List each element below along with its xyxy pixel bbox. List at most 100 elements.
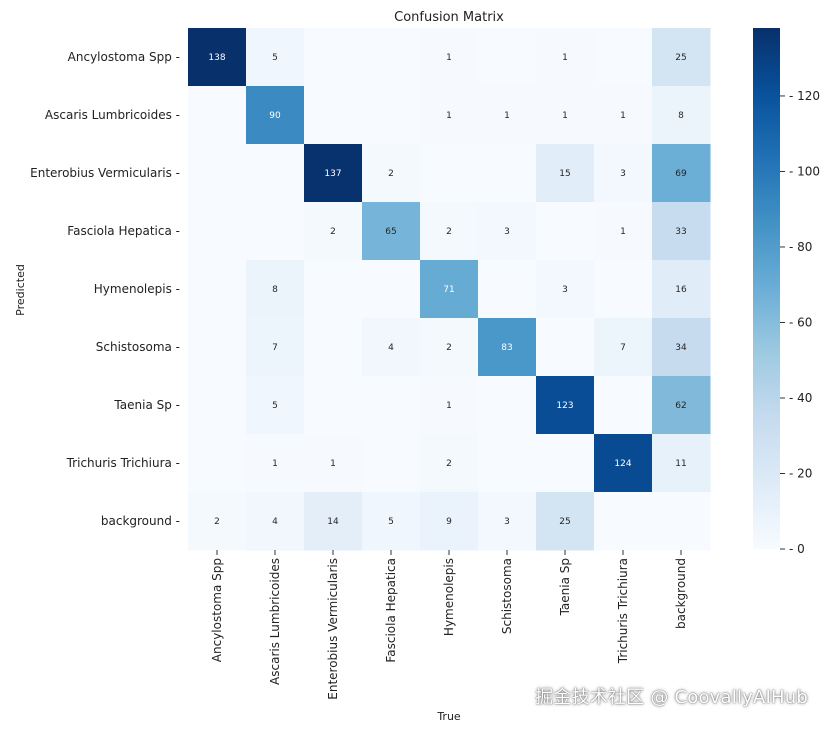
- cell-value-label: 71: [443, 285, 454, 295]
- heatmap-cell: [536, 492, 595, 551]
- heatmap-cell: [594, 260, 653, 319]
- heatmap-cell: [594, 434, 653, 493]
- heatmap-cell: [652, 260, 711, 319]
- heatmap-cell: [188, 202, 247, 261]
- heatmap-cell: [536, 86, 595, 145]
- column-label: background: [674, 558, 688, 629]
- heatmap-cell: [478, 492, 537, 551]
- heatmap-cell: [478, 434, 537, 493]
- colorbar-ticks: - 0 - 20 - 40 - 60 - 80 - 100 - 120: [780, 89, 820, 556]
- cell-value-label: 62: [675, 401, 686, 411]
- heatmap-cell: [304, 86, 363, 145]
- cell-value-label: 25: [559, 517, 570, 527]
- heatmap-cell: [652, 202, 711, 261]
- heatmap-cell: [652, 144, 711, 203]
- heatmap-cell: [536, 144, 595, 203]
- heatmap-cell: [536, 376, 595, 435]
- colorbar-tick-label: - 80: [789, 240, 812, 254]
- heatmap-cell: [304, 28, 363, 87]
- heatmap-cell: [420, 318, 479, 377]
- heatmap-cell: [478, 28, 537, 87]
- heatmap-cell: [246, 28, 305, 87]
- x-axis-label: True: [436, 710, 461, 723]
- cell-value-label: 124: [614, 459, 631, 469]
- cell-value-label: 3: [562, 285, 568, 295]
- cell-value-label: 90: [269, 111, 281, 121]
- cell-value-label: 69: [675, 169, 687, 179]
- heatmap-cell: [304, 260, 363, 319]
- heatmap-cell: [652, 86, 711, 145]
- heatmap-cell: [478, 144, 537, 203]
- heatmap-cell: [304, 144, 363, 203]
- row-label: Taenia Sp -: [113, 398, 180, 412]
- cell-value-label: 7: [272, 343, 278, 353]
- cell-value-label: 1: [330, 459, 336, 469]
- heatmap-cell: [536, 28, 595, 87]
- colorbar: [753, 28, 780, 549]
- heatmap-cell: [246, 376, 305, 435]
- cell-value-label: 34: [675, 343, 687, 353]
- cell-value-label: 123: [556, 401, 573, 411]
- cell-value-label: 83: [501, 343, 512, 353]
- heatmap-cell: [362, 144, 421, 203]
- column-labels: Ancylostoma Spp Ascaris Lumbricoides Enter…: [210, 550, 688, 700]
- cell-value-label: 1: [562, 53, 568, 63]
- heatmap-cell: [188, 86, 247, 145]
- heatmap-cell: [188, 492, 247, 551]
- heatmap-cell: [594, 492, 653, 551]
- heatmap-cell: [478, 202, 537, 261]
- cell-value-label: 7: [620, 343, 626, 353]
- column-label: Trichuris Trichiura: [616, 558, 630, 664]
- colorbar-tick-label: - 120: [789, 89, 820, 103]
- heatmap-cell: [478, 318, 537, 377]
- column-label: Enterobius Vermicularis: [326, 558, 340, 700]
- row-label: background -: [101, 514, 180, 528]
- heatmap-cell: [420, 376, 479, 435]
- heatmap-cell: [188, 28, 247, 87]
- heatmap-cell: [652, 434, 711, 493]
- heatmap-cell: [362, 492, 421, 551]
- cell-value-label: 33: [675, 227, 686, 237]
- heatmap-cell: [420, 492, 479, 551]
- column-label: Hymenolepis: [442, 558, 456, 636]
- cell-value-label: 65: [385, 227, 396, 237]
- row-label: Schistosoma -: [96, 340, 180, 354]
- heatmap-cell: [420, 144, 479, 203]
- row-labels: Ancylostoma Spp - Ascaris Lumbricoides - E…: [30, 50, 180, 528]
- cell-value-label: 16: [675, 285, 687, 295]
- chart-title: Confusion Matrix: [394, 10, 504, 25]
- cell-value-label: 5: [272, 401, 278, 411]
- colorbar-tick-label: - 40: [789, 391, 812, 405]
- row-label: Ascaris Lumbricoides -: [45, 108, 180, 122]
- cell-value-label: 3: [504, 227, 510, 237]
- heatmap-cell: [536, 434, 595, 493]
- heatmap-cell: [536, 260, 595, 319]
- column-label: Fasciola Hepatica: [384, 558, 398, 663]
- cell-value-label: 15: [559, 169, 570, 179]
- cell-value-label: 2: [446, 227, 452, 237]
- heatmap-cell: [594, 202, 653, 261]
- cell-value-label: 9: [446, 517, 452, 527]
- heatmap-cell: [362, 28, 421, 87]
- heatmap-cell: [420, 28, 479, 87]
- heatmap-cell: [594, 376, 653, 435]
- cell-value-label: 8: [678, 111, 684, 121]
- heatmap-cell: [188, 318, 247, 377]
- colorbar-tick-label: - 100: [789, 164, 820, 178]
- heatmap-cell: [188, 144, 247, 203]
- row-label: Hymenolepis -: [94, 282, 180, 296]
- cell-value-label: 2: [214, 517, 220, 527]
- colorbar-tick-label: - 60: [789, 315, 812, 329]
- heatmap-cell: [362, 86, 421, 145]
- heatmap-cell: [478, 376, 537, 435]
- heatmap-cell: [652, 376, 711, 435]
- heatmap-cell: [304, 376, 363, 435]
- cell-value-label: 4: [272, 517, 278, 527]
- row-label: Enterobius Vermicularis -: [30, 166, 180, 180]
- heatmap-cell: [362, 318, 421, 377]
- heatmap-cell: [304, 434, 363, 493]
- heatmap-cell: [362, 202, 421, 261]
- column-label: Ancylostoma Spp: [210, 558, 224, 662]
- heatmap-cell: [478, 260, 537, 319]
